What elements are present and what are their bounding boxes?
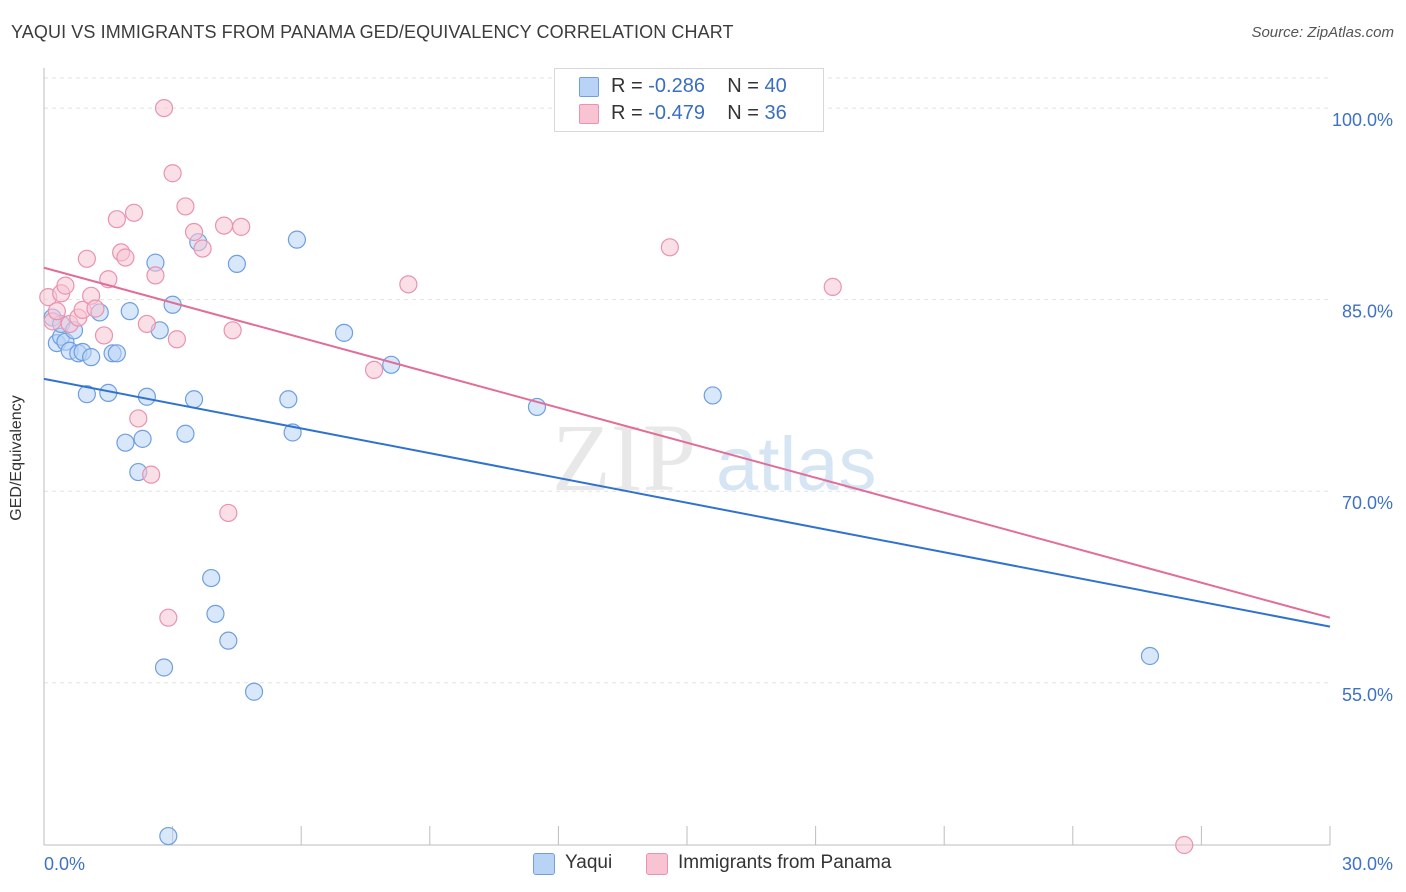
yaqui-point [206,604,225,623]
panama-point [77,249,96,268]
panama-point [232,217,251,236]
panama-point [154,98,174,118]
yaqui-point [77,385,96,404]
panama-point [223,321,242,340]
source-label: Source: ZipAtlas.com [1251,24,1394,41]
yaqui-point [1140,646,1160,666]
panama-point [146,266,165,285]
yaqui-point [133,429,152,448]
panama-point [167,330,186,349]
panama-point [47,302,66,321]
panama-swatch [579,104,599,124]
y-tick-label: 100.0% [1332,110,1393,130]
panama-point [137,314,156,334]
yaqui-swatch [533,853,555,875]
yaqui-point [154,658,174,677]
yaqui-swatch [579,77,599,97]
panama-swatch [646,853,668,875]
chart-title: YAQUI VS IMMIGRANTS FROM PANAMA GED/EQUI… [11,22,734,42]
n-label: N = [727,75,765,97]
panama-point [219,503,238,523]
yaqui-point [116,433,135,452]
panama-point [163,164,182,183]
panama-point [142,465,161,484]
panama-trend-line [43,266,1331,619]
y-tick-label: 55.0% [1342,685,1393,705]
panama-point [184,222,204,242]
yaqui-point [279,390,298,409]
yaqui-point [287,230,307,249]
correlation-legend: R = -0.286 N = 40 R = -0.479 N = 36 [554,68,824,132]
r-label: R = [611,75,649,97]
yaqui-point [159,826,178,846]
y-tick-label: 85.0% [1342,302,1393,322]
panama-point [823,277,842,296]
panama-point [399,275,418,294]
yaqui-point [120,302,139,321]
yaqui-point [82,348,101,367]
yaqui-point [227,254,246,274]
yaqui-point [202,568,221,588]
panama-point [107,210,126,229]
panama-point [116,248,135,267]
yaqui-point [244,682,264,701]
y-tick-label: 70.0% [1342,493,1393,513]
panama-point [660,238,679,257]
yaqui-point [219,631,238,650]
n-label: N = [727,102,765,124]
panama-point [56,276,75,295]
watermark-atlas: atlas [716,422,877,507]
panama-point [159,608,178,627]
panama-point [124,203,144,222]
r-label: R = [611,102,649,124]
panama-point [94,326,114,345]
yaqui-point [176,424,195,443]
yaqui-point [703,386,722,405]
legend-label: Yaqui [565,852,613,873]
n-value: 36 [764,102,787,124]
panama-point [193,239,212,258]
n-value: 40 [764,75,787,97]
panama-point [214,216,234,235]
series-legend: Yaqui Immigrants from Panama [0,851,1406,879]
r-value: -0.479 [648,102,705,124]
r-value: -0.286 [648,75,705,97]
panama-point [176,197,195,216]
x-tick-label: 30.0% [1342,854,1393,874]
panama-point [129,409,148,428]
x-tick-label: 0.0% [44,854,85,874]
legend-label: Immigrants from Panama [678,852,892,873]
yaqui-point [184,390,204,409]
yaqui-trend-line [43,377,1331,628]
yaqui-point [107,344,126,363]
panama-point [364,360,384,380]
panama-point [86,299,105,318]
yaqui-point [334,323,354,342]
panama-point [1175,835,1194,855]
watermark-zip: ZIP [552,404,696,511]
